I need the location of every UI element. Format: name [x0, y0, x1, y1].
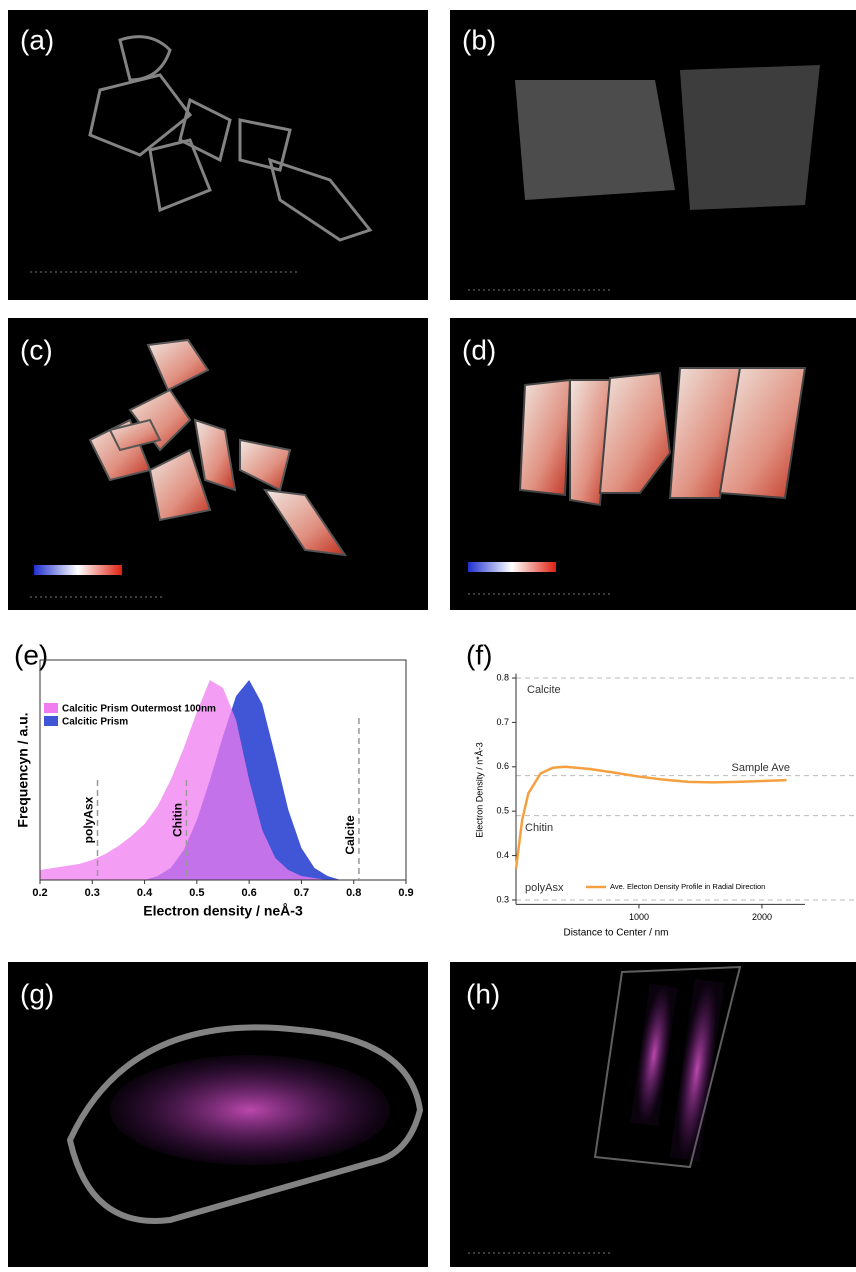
panel-label: (a) — [20, 24, 54, 55]
y-tick-label: 0.3 — [496, 894, 509, 904]
y-tick-label: 0.8 — [496, 672, 509, 682]
reference-label: Calcite — [527, 684, 561, 696]
panel-g — [8, 962, 428, 1267]
panel-h — [450, 962, 856, 1267]
x-tick-label: 2000 — [752, 912, 772, 922]
reference-label: Calcite — [343, 815, 357, 855]
panel-label: (f) — [466, 639, 492, 670]
x-tick-label: 0.4 — [137, 887, 153, 899]
y-axis-label: Electron Density / n*Å-3 — [474, 742, 484, 838]
x-tick-label: 0.2 — [32, 887, 47, 899]
legend-label: Calcitic Prism Outermost 100nm — [62, 704, 216, 715]
legend-label: Ave. Electon Density Profile in Radial D… — [610, 882, 765, 891]
x-tick-label: 0.5 — [189, 887, 204, 899]
reference-label: Chitin — [171, 803, 185, 837]
panel-d — [450, 318, 856, 610]
panel-label: (c) — [20, 334, 53, 365]
x-tick-label: 0.9 — [398, 887, 413, 899]
x-tick-label: 0.7 — [294, 887, 309, 899]
x-axis-label: Distance to Center / nm — [563, 928, 668, 939]
y-axis-label: Frequencyn / a.u. — [15, 712, 31, 827]
reference-label: Sample Ave — [731, 762, 790, 774]
plot-frame — [39, 659, 407, 881]
panel-label: (h) — [466, 978, 500, 1009]
area — [40, 680, 354, 880]
x-tick-label: 0.6 — [241, 887, 256, 899]
legend-label: Calcitic Prism — [62, 717, 128, 728]
panel-label: (b) — [462, 24, 496, 55]
y-tick-label: 0.5 — [496, 806, 509, 816]
reference-label: polyAsx — [525, 882, 564, 894]
panel-b — [450, 10, 856, 300]
reference-label: Chitin — [525, 822, 553, 834]
panel-label: (d) — [462, 334, 496, 365]
area — [40, 680, 354, 880]
panel-label: (e) — [14, 639, 48, 670]
line — [514, 765, 787, 870]
panel-a — [8, 10, 428, 300]
reference-label: polyAsx — [82, 796, 96, 843]
x-tick-label: 0.8 — [346, 887, 361, 899]
legend-swatch — [44, 716, 58, 726]
legend-swatch — [44, 703, 58, 713]
x-axis-label: Electron density / neÅ-3 — [143, 903, 303, 919]
x-tick-label: 0.3 — [85, 887, 100, 899]
x-tick-label: 1000 — [629, 912, 649, 922]
y-tick-label: 0.7 — [496, 717, 509, 727]
y-tick-label: 0.6 — [496, 761, 509, 771]
y-tick-label: 0.4 — [496, 850, 509, 860]
panel-label: (g) — [20, 978, 54, 1009]
panel-c — [8, 318, 428, 610]
